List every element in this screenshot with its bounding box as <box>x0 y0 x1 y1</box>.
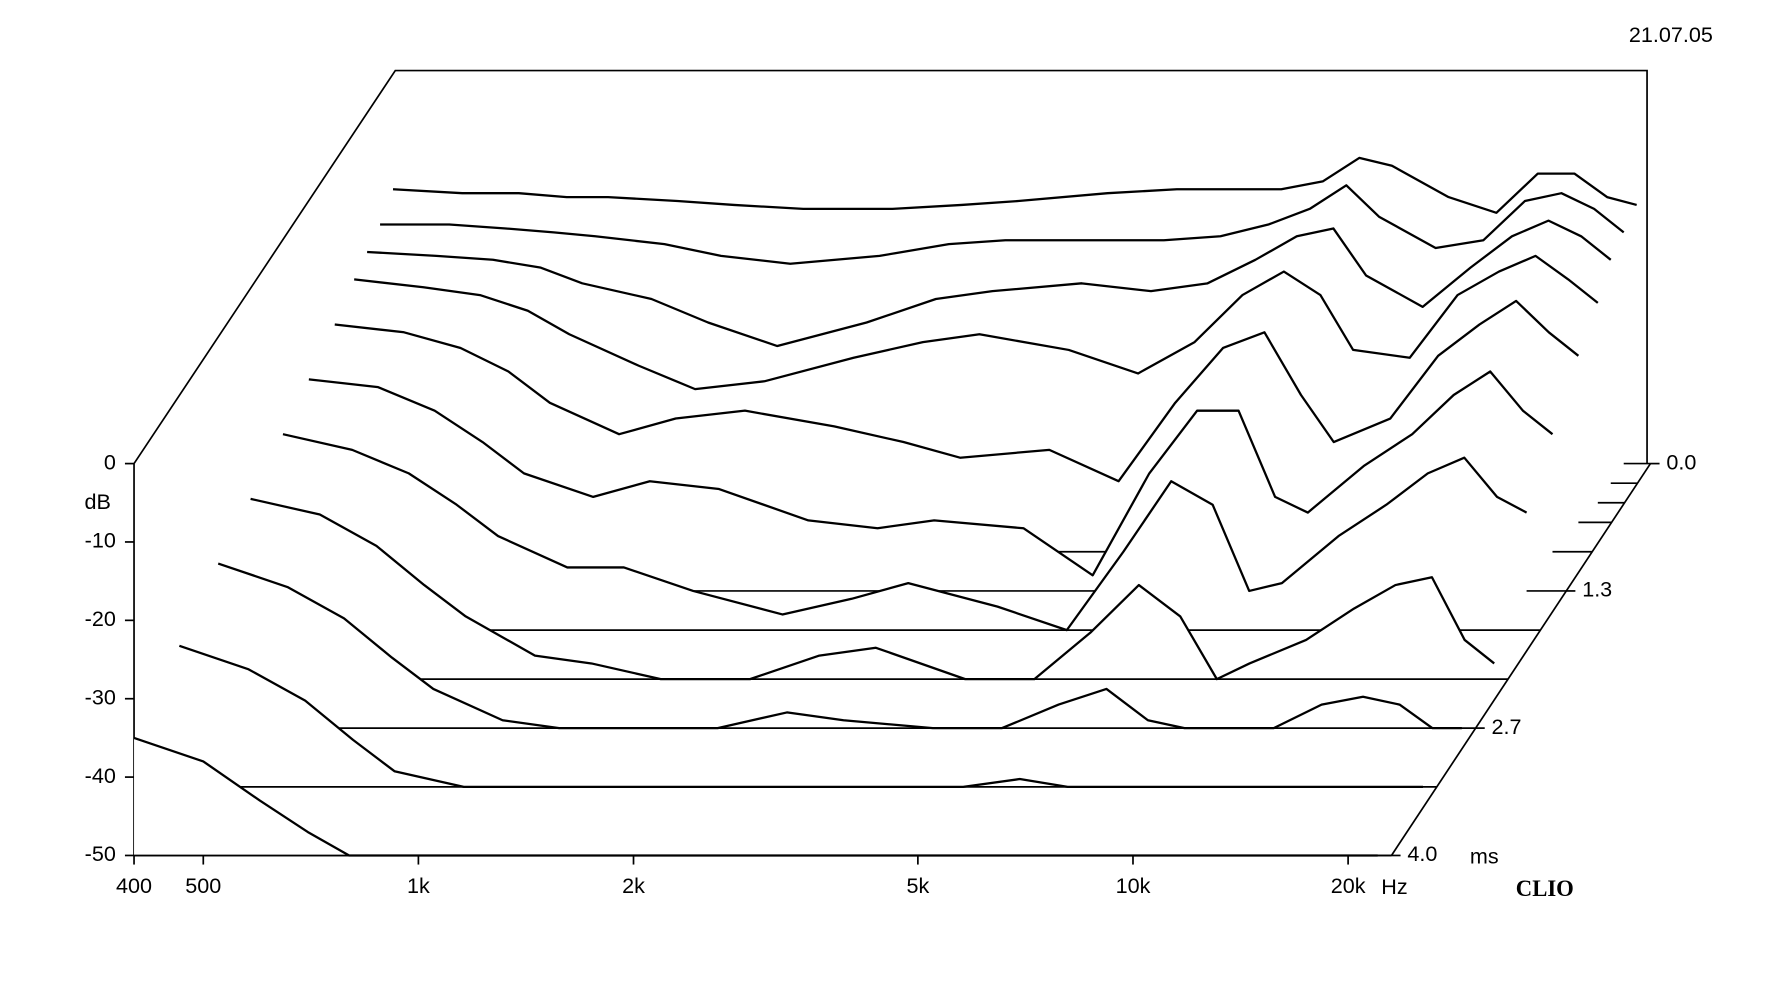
y-axis-label: dB <box>84 489 110 514</box>
z-tick-label: 1.3 <box>1582 577 1612 602</box>
slice-fill <box>308 371 1553 591</box>
slice-line <box>217 562 1462 730</box>
slice-line <box>380 184 1625 265</box>
y-tick-label: -50 <box>85 841 116 866</box>
slice-fill <box>282 434 1527 631</box>
back-frame <box>133 69 1648 465</box>
z-axis <box>1390 463 1652 856</box>
y-tick-label: -40 <box>85 763 116 788</box>
slice-fill <box>250 498 1495 680</box>
x-tick-label: 20k <box>1331 873 1366 898</box>
y-tick-label: 0 <box>104 449 116 474</box>
x-tick-label: 400 <box>116 873 152 898</box>
x-tick-label: 2k <box>622 873 645 898</box>
x-tick-label: 500 <box>185 873 221 898</box>
x-tick-label: 5k <box>906 873 929 898</box>
z-tick-label: 4.0 <box>1407 841 1437 866</box>
z-tick-label: 0.0 <box>1666 449 1696 474</box>
y-tick-label: -30 <box>85 684 116 709</box>
slice-line <box>392 156 1637 214</box>
slice-line <box>133 736 1378 857</box>
slice-fill <box>179 645 1424 787</box>
slice-fill <box>134 737 1378 856</box>
z-axis-label: ms <box>1470 843 1499 868</box>
brand: CLIO <box>1516 876 1574 901</box>
slice-line <box>308 370 1554 577</box>
slice-line <box>367 219 1612 348</box>
x-tick-label: 1k <box>407 873 430 898</box>
z-tick-label: 2.7 <box>1492 714 1522 739</box>
date: 21.07.05 <box>1629 22 1713 47</box>
slice-line <box>250 497 1495 681</box>
slice-line <box>282 433 1528 632</box>
y-tick-label: -10 <box>85 528 116 553</box>
y-tick-label: -20 <box>85 606 116 631</box>
slice-line <box>354 254 1599 391</box>
slice-fill <box>218 563 1462 729</box>
slice-line <box>334 299 1580 483</box>
slice-line <box>178 644 1424 789</box>
x-axis-label: Hz <box>1381 874 1407 899</box>
x-tick-label: 10k <box>1116 873 1151 898</box>
